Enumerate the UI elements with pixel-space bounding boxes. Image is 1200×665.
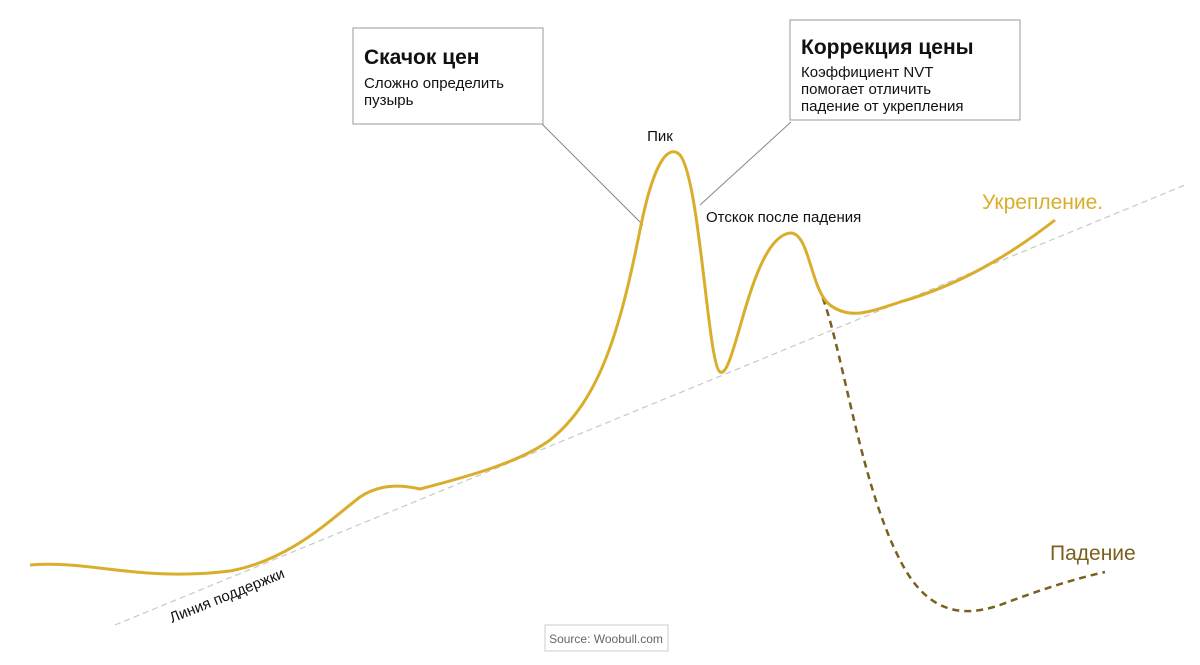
connector: [540, 122, 644, 226]
source-box: [544, 624, 669, 652]
callout-title: Коррекция цены: [801, 36, 974, 59]
callout-text: Коэффициент NVT: [801, 64, 933, 81]
rebound-label: Отскок после падения: [706, 209, 861, 226]
callout-text: падение от укрепления: [801, 98, 964, 115]
strengthening-label: Укрепление.: [982, 191, 1103, 214]
source: Source: Woobull.com: [549, 632, 663, 646]
connector: [699, 121, 792, 206]
callout-box: [789, 19, 1021, 121]
fall-label: Падение: [1050, 542, 1136, 565]
callout-text: Сложно определить: [364, 75, 504, 92]
callout-text: помогает отличить: [801, 81, 931, 98]
peak-label: Пик: [647, 128, 673, 145]
support-line: [114, 184, 1186, 626]
callout-box: [352, 27, 544, 125]
callout-text: пузырь: [364, 92, 414, 109]
callout-title: Скачок цен: [364, 46, 479, 69]
price-curve: [29, 150, 1056, 576]
fall-curve: [816, 286, 1106, 613]
